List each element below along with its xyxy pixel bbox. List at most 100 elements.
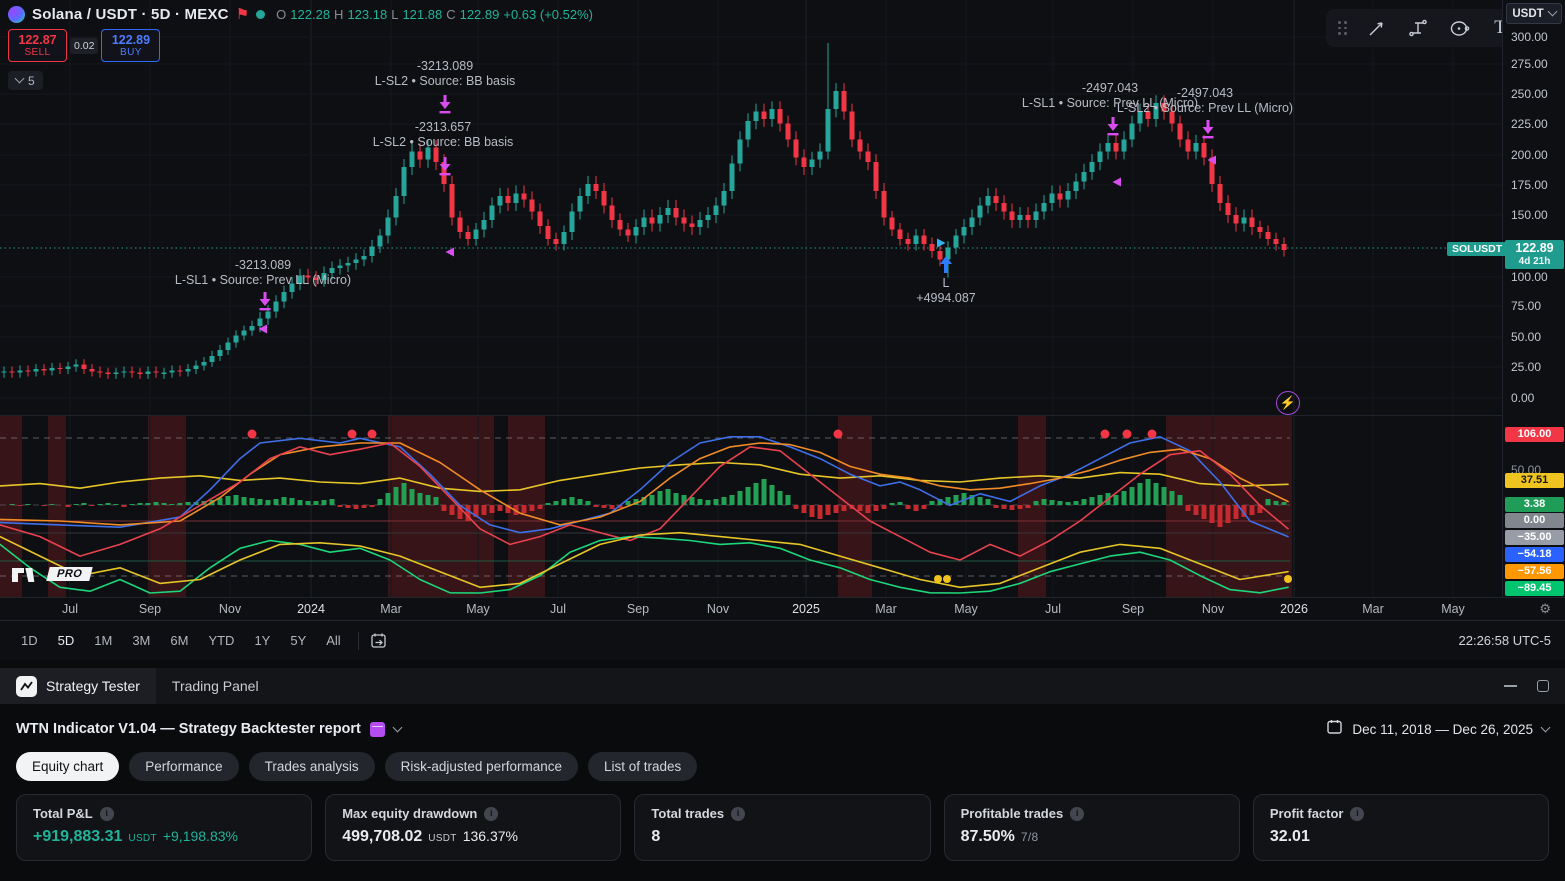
chevron-down-icon (1547, 6, 1558, 17)
quick-action-lightning-icon[interactable]: ⚡ (1276, 391, 1300, 415)
timeframe-ytd[interactable]: YTD (208, 633, 235, 648)
card-title: Profitable trades (960, 806, 1064, 821)
spread-value: 0.02 (70, 37, 99, 54)
last-price-badge: 122.89 4d 21h (1505, 240, 1564, 269)
ellipse-tool-icon[interactable] (1448, 17, 1470, 39)
go-to-date-icon[interactable] (369, 631, 388, 650)
tab-trading-panel-label: Trading Panel (171, 678, 259, 694)
tradingview-logo[interactable]: PRO (10, 563, 94, 585)
card-title: Profit factor (1269, 806, 1344, 821)
card-value: 499,708.02 (342, 828, 423, 845)
time-axis-label: Jul (62, 602, 78, 616)
flag-icon[interactable]: ⚑ (235, 6, 250, 23)
timeframe-6m[interactable]: 6M (170, 633, 189, 648)
timeframe-5d[interactable]: 5D (57, 633, 75, 648)
info-icon[interactable]: i (731, 806, 746, 821)
tab-strategy-tester-label: Strategy Tester (46, 678, 140, 694)
time-axis-label: Sep (1121, 602, 1145, 616)
price-tick: 300.00 (1511, 30, 1548, 44)
trendline-tool-icon[interactable] (1366, 17, 1388, 39)
oscillator-value-badge: −89.45 (1505, 581, 1564, 596)
timeframe-1m[interactable]: 1M (94, 633, 113, 648)
info-icon[interactable]: i (1350, 806, 1365, 821)
time-axis-label: May (1441, 602, 1465, 616)
buy-price: 122.89 (111, 33, 151, 47)
oscillator-panel[interactable] (0, 415, 1503, 597)
timeframe-3m[interactable]: 3M (132, 633, 151, 648)
price-tick: 225.00 (1511, 117, 1548, 131)
open-label: O (276, 7, 287, 22)
low-label: L (391, 7, 399, 22)
report-tab-equity-chart[interactable]: Equity chart (16, 752, 120, 781)
buy-label: BUY (120, 47, 142, 58)
drag-handle[interactable] (1338, 21, 1347, 35)
deep-backtesting-calendar-icon[interactable] (369, 721, 385, 737)
currency-dropdown[interactable]: USDT (1506, 3, 1562, 24)
tab-strategy-tester[interactable]: Strategy Tester (0, 668, 156, 704)
time-axis-label: 2024 (297, 602, 325, 616)
strategy-tester-panel: Strategy Tester Trading Panel WTN Indica… (0, 660, 1565, 881)
chevron-down-icon[interactable] (392, 722, 403, 732)
card-extra: +9,198.83% (162, 828, 238, 844)
clock[interactable]: 22:26:58 UTC-5 (1458, 633, 1552, 648)
price-axis[interactable]: USDT 122.89 4d 21h 300.00 275.00 250.00 225… (1502, 0, 1565, 597)
pane-divider[interactable] (0, 415, 1503, 416)
timeframe-5y[interactable]: 5Y (290, 633, 307, 648)
time-axis[interactable]: ⚙ Jul Sep Nov 2024 Mar May Jul Sep Nov 2025 Mar May… (0, 597, 1565, 620)
price-tick: 175.00 (1511, 178, 1548, 192)
report-tab-trades-analysis[interactable]: Trades analysis (248, 752, 375, 781)
date-range[interactable]: Dec 11, 2018 — Dec 26, 2025 (1352, 721, 1533, 737)
report-header: WTN Indicator V1.04 — Strategy Backteste… (16, 718, 1551, 740)
currency-dropdown-value: USDT (1512, 7, 1544, 20)
report-tab-risk-adjusted-performance[interactable]: Risk-adjusted performance (384, 752, 578, 781)
oscillator-value-badge: 37.51 (1505, 473, 1564, 488)
minimize-panel-icon[interactable] (1504, 685, 1517, 687)
stats-cards: Total P&L i +919,883.31 USDT +9,198.83% Max… (16, 794, 1550, 861)
report-tab-performance[interactable]: Performance (129, 752, 239, 781)
card-total-trades: Total trades i 8 (634, 794, 931, 861)
card-title: Total P&L (33, 806, 93, 821)
info-icon[interactable]: i (99, 806, 114, 821)
tab-trading-panel[interactable]: Trading Panel (156, 668, 275, 704)
indicators-collapse-chip[interactable]: 5 (8, 71, 43, 90)
card-title: Total trades (651, 806, 725, 821)
drawing-toolbar: T (1326, 9, 1523, 47)
timeframe-1y[interactable]: 1Y (254, 633, 271, 648)
card-profitable-trades: Profitable trades i 87.50% 7/8 (943, 794, 1240, 861)
oscillator-value-badge: −57.56 (1505, 564, 1564, 579)
card-unit: 7/8 (1020, 830, 1039, 844)
symbol-header: Solana / USDT · 5D · MEXC ⚑ O 122.28 H 123… (8, 5, 593, 24)
chevron-down-icon[interactable] (1540, 722, 1551, 732)
info-icon[interactable]: i (484, 806, 499, 821)
candlestick-chart[interactable] (0, 0, 1503, 415)
bottom-toolbar: 1D 5D 1M 3M 6M YTD 1Y 5Y All 22:26:58 UTC-5 (0, 620, 1565, 660)
info-icon[interactable]: i (1070, 806, 1085, 821)
maximize-panel-icon[interactable] (1537, 680, 1549, 692)
report-tab-list-of-trades[interactable]: List of trades (587, 752, 698, 781)
measure-tool-icon[interactable] (1407, 17, 1429, 39)
price-tick: 25.00 (1511, 360, 1542, 374)
text-tool-icon[interactable]: T (1494, 17, 1506, 38)
timeframe-1d[interactable]: 1D (21, 633, 38, 648)
market-status-dot (256, 10, 266, 19)
chevron-down-icon (14, 73, 25, 84)
timeframe-all[interactable]: All (326, 633, 341, 648)
card-value: 32.01 (1269, 828, 1310, 845)
sell-price: 122.87 (18, 33, 57, 47)
price-tick: 100.00 (1511, 270, 1548, 284)
toolbar-divider (357, 631, 359, 650)
panel-window-controls (1504, 680, 1565, 692)
symbol-title[interactable]: Solana / USDT · 5D · MEXC (32, 6, 229, 23)
sell-button[interactable]: 122.87 SELL (8, 29, 67, 62)
low-value: 121.88 (402, 7, 443, 22)
timezone-settings-icon[interactable]: ⚙ (1539, 601, 1551, 616)
time-axis-label: May (466, 602, 490, 616)
report-title: WTN Indicator V1.04 — Strategy Backteste… (16, 721, 361, 737)
close-value: 122.89 (459, 7, 500, 22)
buy-button[interactable]: 122.89 BUY (101, 29, 161, 62)
card-value: 8 (651, 828, 661, 845)
date-range-calendar-icon[interactable] (1326, 718, 1343, 740)
chart-area[interactable]: -3213.089 L-SL2 • Source: BB basis -2313.6… (0, 0, 1565, 660)
time-axis-label: Sep (626, 602, 650, 616)
